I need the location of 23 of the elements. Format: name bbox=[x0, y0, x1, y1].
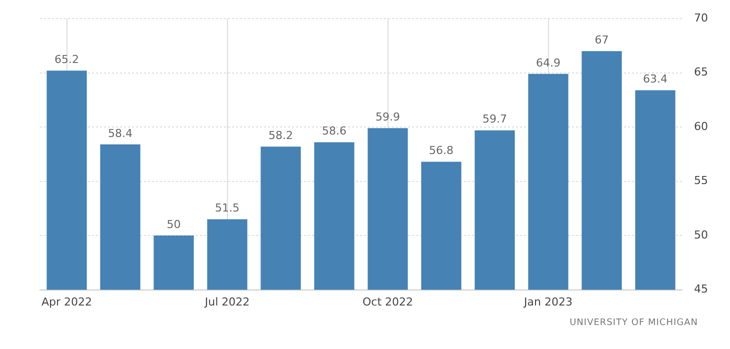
data-label: 63.4 bbox=[643, 72, 668, 86]
data-label: 58.4 bbox=[108, 126, 132, 140]
x-tick-label: Apr 2022 bbox=[41, 295, 92, 308]
data-label: 67 bbox=[594, 34, 609, 47]
y-tick-label: 50 bbox=[694, 228, 708, 242]
data-label: 58.6 bbox=[322, 124, 346, 138]
data-label: 51.5 bbox=[215, 202, 240, 215]
data-label: 59.7 bbox=[482, 112, 507, 126]
text: UNIVERSITY OF MICHIGAN bbox=[570, 318, 698, 328]
data-label: 56.8 bbox=[429, 144, 454, 158]
y-tick-label: 55 bbox=[694, 174, 708, 188]
data-label: 58.2 bbox=[268, 128, 293, 142]
x-tick-label: Jul 2022 bbox=[204, 295, 250, 308]
x-tick-label: Oct 2022 bbox=[362, 295, 414, 308]
y-tick-label: 65 bbox=[694, 66, 708, 79]
data-label: 65.2 bbox=[54, 53, 79, 66]
y-tick-label: 60 bbox=[694, 120, 708, 133]
y-tick-label: 70 bbox=[694, 11, 708, 24]
data-label: 59.9 bbox=[376, 110, 400, 124]
x-tick-label: Jan 2023 bbox=[523, 295, 572, 308]
data-label: 50 bbox=[166, 218, 181, 231]
data-label: 64.9 bbox=[536, 56, 560, 70]
y-tick-label: 45 bbox=[694, 282, 708, 296]
